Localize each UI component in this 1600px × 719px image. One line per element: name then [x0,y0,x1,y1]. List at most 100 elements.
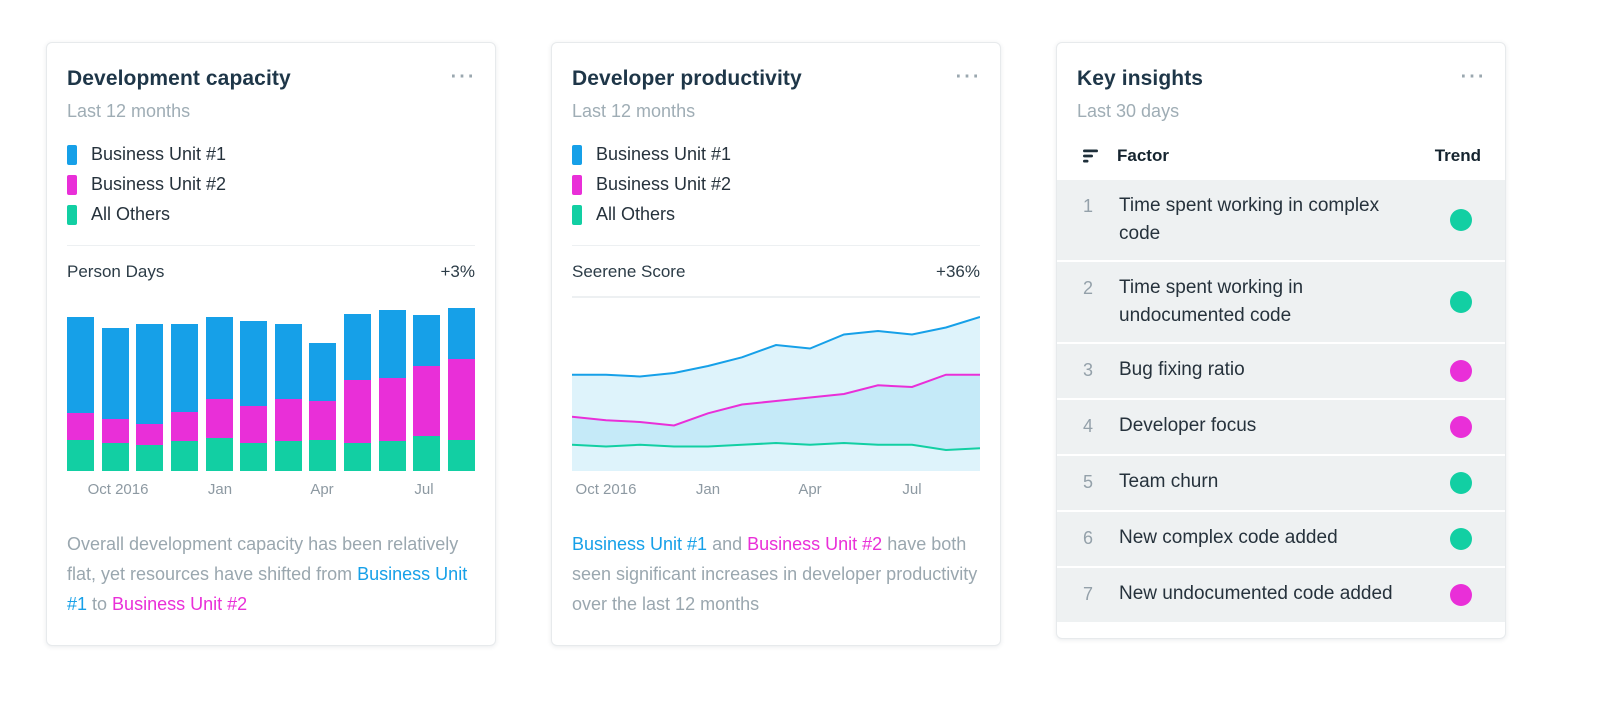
x-tick-label: Jul [902,481,922,498]
card-header: Key insights ⋯ Last 30 days [1057,60,1505,122]
insight-factor: Time spent working in complex code [1119,195,1380,244]
insight-row[interactable]: 1 Time spent working in complex code [1057,180,1505,260]
column-header-factor[interactable]: Factor [1117,146,1169,165]
description-highlight-blue: Business Unit #1 [572,534,708,554]
card-developer-productivity: Developer productivity ⋯ Last 12 months … [551,42,1001,646]
legend-item: Business Unit #1 [67,144,475,165]
legend-color-chip [67,204,77,225]
legend-item: All Others [572,204,980,225]
capacity-stacked-bar-chart [67,296,475,471]
legend-label: Business Unit #2 [596,174,732,194]
insight-row[interactable]: 6 New complex code added [1057,512,1505,566]
stacked-bar [447,296,475,471]
x-tick-label: Apr [798,481,822,498]
bar-segment [309,343,337,401]
x-tick-label: Jul [414,481,434,498]
bar-segment [136,423,164,445]
insight-row[interactable]: 2 Time spent working in undocumented code [1057,262,1505,342]
bar-segment [205,437,233,471]
trend-dot [1450,291,1472,313]
trend-dot [1450,472,1472,494]
analytics-dashboard: Development capacity ⋯ Last 12 months Bu… [46,42,1506,646]
metric-change: +3% [440,262,476,281]
insight-factor: Team churn [1119,471,1219,492]
more-options-icon[interactable]: ⋯ [1459,60,1485,90]
description-highlight-magenta: Business Unit #2 [112,594,248,614]
description-text: Overall development capacity has been re… [67,534,459,584]
bar-segment [240,406,268,443]
trend-dot [1450,416,1472,438]
bar-segment [101,418,129,443]
bar-segment [413,366,441,436]
bar-segment [67,439,94,471]
bar-segment [447,359,475,440]
card-description: Overall development capacity has been re… [67,529,475,619]
x-tick-label: Jan [207,481,233,498]
column-header-trend[interactable]: Trend [1434,146,1481,165]
bar-segment [447,439,475,471]
insights-table-header: Factor Trend [1057,122,1505,180]
card-header: Developer productivity ⋯ [572,60,980,91]
bar-segment [170,441,198,471]
insight-row[interactable]: 3 Bug fixing ratio [1057,344,1505,398]
insight-factor: Bug fixing ratio [1119,359,1245,380]
bar-segment [413,436,441,471]
more-options-icon[interactable]: ⋯ [954,60,980,90]
bar-segment [344,380,371,443]
bar-segment [101,327,129,419]
card-title: Key insights [1077,67,1204,90]
bar-segment [378,310,406,379]
legend-label: Business Unit #1 [596,144,732,164]
bar-segment [170,411,198,442]
legend-label: Business Unit #2 [91,174,227,194]
stacked-bar [344,296,371,471]
trend-dot [1450,209,1472,231]
insight-row[interactable]: 4 Developer focus [1057,400,1505,454]
sort-icon[interactable] [1083,148,1101,164]
metric-row: Seerene Score +36% [572,245,980,282]
x-axis-ticks: Oct 2016 Jan Apr Jul [572,481,980,503]
bar-segment [344,443,371,471]
legend-label: Business Unit #1 [91,144,227,164]
insight-factor: New undocumented code added [1119,583,1393,604]
stacked-bar [240,296,268,471]
bar-segment [378,441,406,471]
trend-dot [1450,584,1472,606]
x-tick-label: Oct 2016 [87,481,149,498]
metric-row: Person Days +3% [67,245,475,282]
legend: Business Unit #1 Business Unit #2 All Othe… [572,144,980,225]
x-tick-label: Apr [310,481,334,498]
legend-item: Business Unit #1 [572,144,980,165]
insight-row[interactable]: 7 New undocumented code added [1057,568,1505,622]
bar-segment [309,439,337,471]
bar-segment [67,317,94,414]
stacked-bar [67,296,94,471]
legend-label: All Others [596,204,676,224]
bar-segment [274,441,302,471]
card-subtitle: Last 30 days [1077,101,1180,121]
more-options-icon[interactable]: ⋯ [449,60,475,90]
bar-segment [413,315,441,366]
bar-segment [136,444,164,471]
bar-segment [274,399,302,442]
bar-segment [205,399,233,438]
bar-segment [447,308,475,359]
bar-segment [274,324,302,400]
card-title: Development capacity [67,67,291,90]
stacked-bar [378,296,406,471]
trend-dot [1450,360,1472,382]
bar-segment [378,378,406,442]
x-axis-ticks: Oct 2016 Jan Apr Jul [67,481,475,503]
legend-color-chip [67,174,77,195]
description-highlight-magenta: Business Unit #2 [747,534,883,554]
description-text: and [707,534,748,554]
bar-segment [67,413,94,440]
metric-change: +36% [936,262,980,281]
x-tick-label: Jan [695,481,721,498]
legend-item: All Others [67,204,475,225]
insight-row[interactable]: 5 Team churn [1057,456,1505,510]
description-text: to [87,594,113,614]
card-development-capacity: Development capacity ⋯ Last 12 months Bu… [46,42,496,646]
stacked-bar [170,296,198,471]
legend-item: Business Unit #2 [67,174,475,195]
